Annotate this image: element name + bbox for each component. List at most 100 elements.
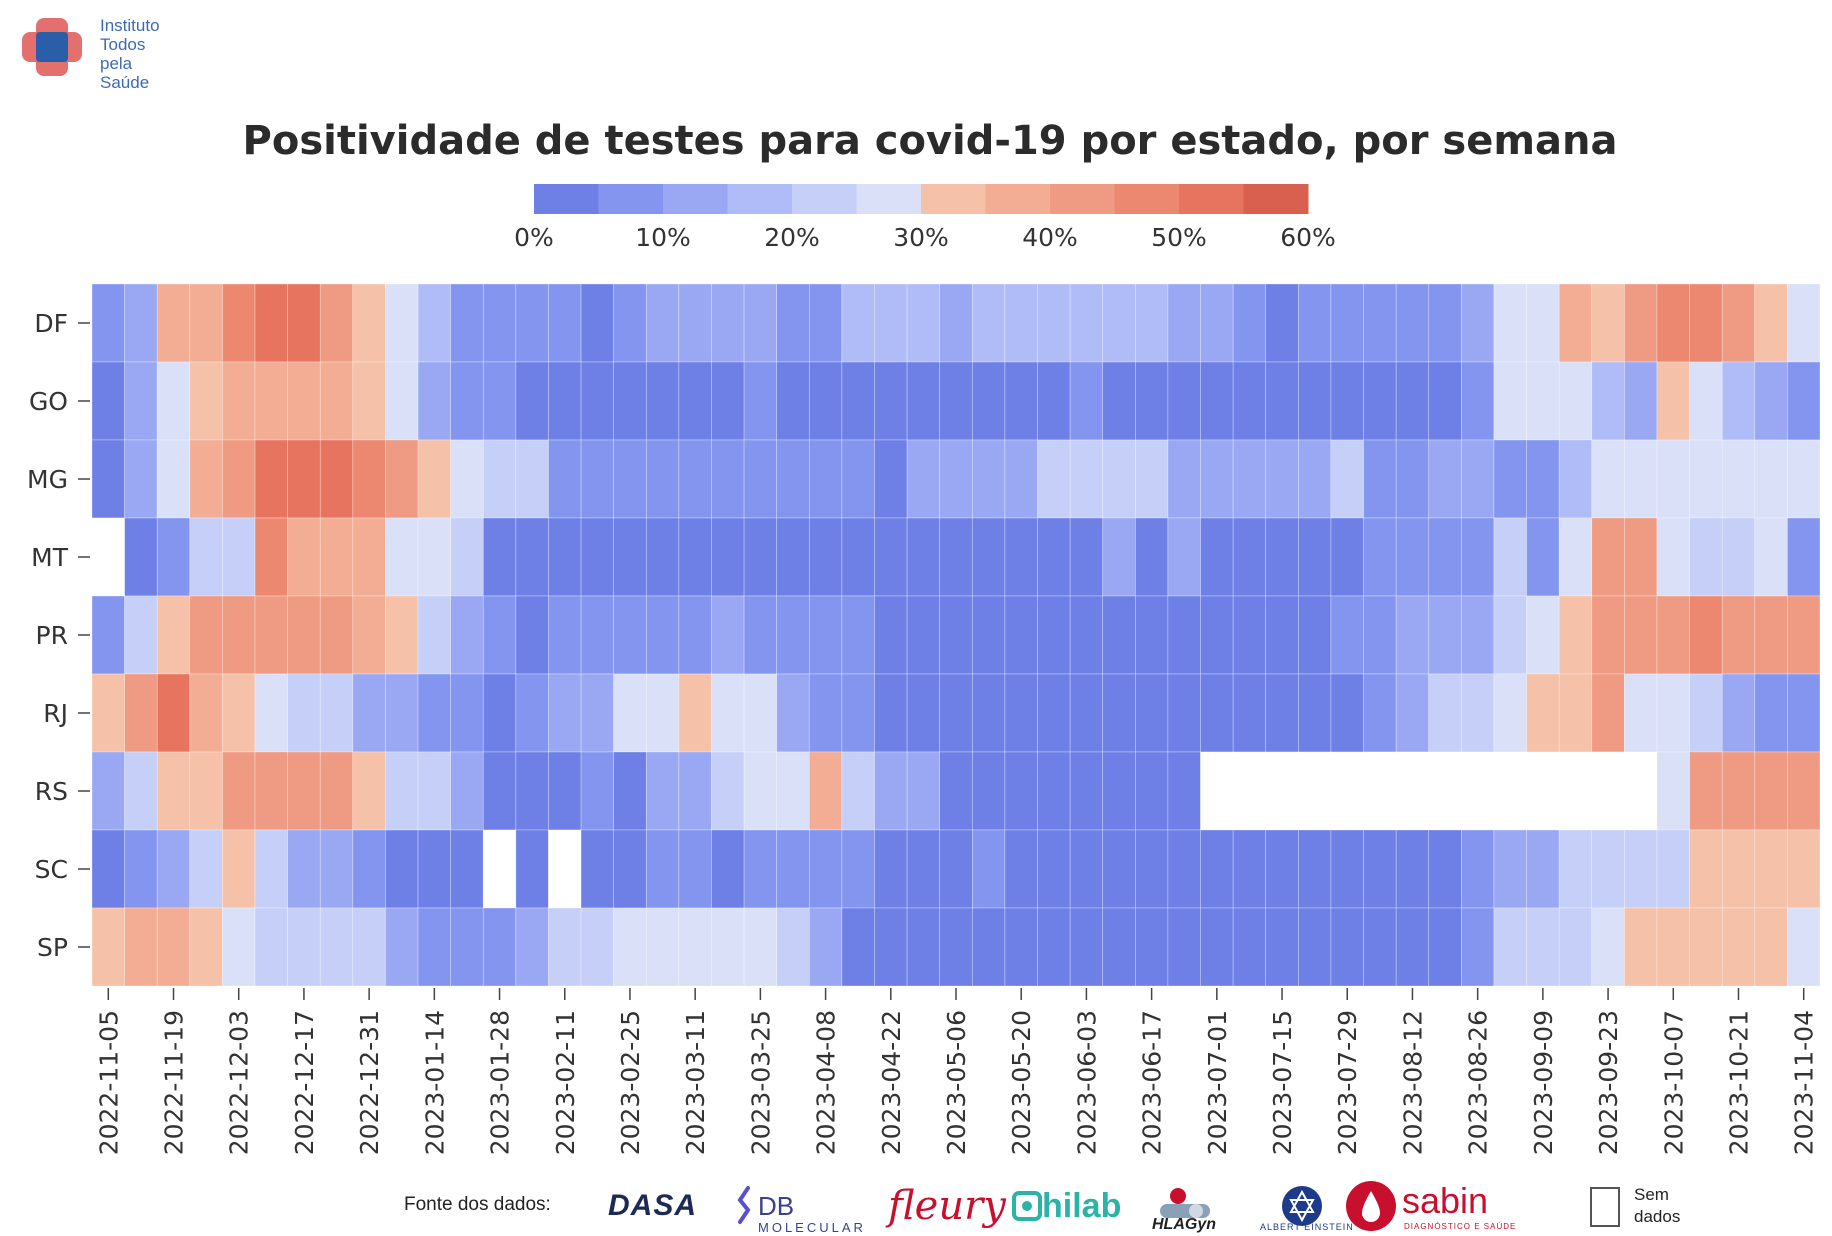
- heatmap-cell: [91, 829, 125, 909]
- heatmap-cell: [1265, 283, 1299, 363]
- heatmap-cell: [450, 595, 484, 675]
- heatmap-cell: [1558, 673, 1593, 753]
- heatmap-cell: [743, 439, 777, 519]
- heatmap-cell: [645, 595, 680, 675]
- heatmap-cell: [1526, 829, 1560, 909]
- x-tick-label: 2023-05-20: [1007, 1010, 1036, 1155]
- colorbar-band: [1179, 184, 1244, 214]
- heatmap-cell: [156, 673, 191, 753]
- heatmap-cell: [1754, 673, 1788, 753]
- heatmap-cell: [1689, 595, 1723, 675]
- heatmap-cell: [1493, 439, 1527, 519]
- heatmap-cell: [352, 829, 386, 909]
- heatmap-cell: [124, 283, 158, 363]
- heatmap-cell: [906, 673, 940, 753]
- heatmap-cell: [1200, 439, 1234, 519]
- heatmap-cell: [1493, 751, 1527, 831]
- heatmap-cell: [1200, 283, 1234, 363]
- row-label: MT: [31, 543, 69, 572]
- heatmap-cell: [1754, 283, 1788, 363]
- heatmap-cell: [1656, 283, 1690, 363]
- heatmap-cell: [808, 517, 843, 597]
- heatmap-cell: [1069, 517, 1104, 597]
- heatmap-cell: [1591, 517, 1625, 597]
- heatmap-cell: [1656, 751, 1690, 831]
- heatmap-cell: [385, 439, 419, 519]
- heatmap-cell: [1656, 673, 1690, 753]
- colorbar: [534, 184, 1309, 214]
- heatmap-cell: [91, 907, 125, 987]
- heatmap-cell: [580, 517, 614, 597]
- heatmap-cell: [287, 829, 321, 909]
- heatmap-cell: [1330, 907, 1364, 987]
- heatmap-cell: [1298, 673, 1332, 753]
- heatmap-cell: [841, 673, 875, 753]
- heatmap-cell: [1591, 907, 1625, 987]
- heatmap-cell: [645, 517, 680, 597]
- heatmap-cell: [743, 673, 777, 753]
- heatmap-cell: [1493, 829, 1527, 909]
- heatmap-cell: [841, 829, 875, 909]
- heatmap-cell: [450, 439, 484, 519]
- heatmap-cell: [515, 283, 549, 363]
- heatmap-cell: [1102, 517, 1136, 597]
- heatmap-cell: [548, 595, 582, 675]
- heatmap-cell: [874, 517, 908, 597]
- heatmap-cell: [385, 361, 419, 441]
- heatmap-cell: [189, 361, 223, 441]
- heatmap-cell: [841, 361, 875, 441]
- x-tick-label: 2023-01-14: [420, 1010, 449, 1155]
- heatmap-cell: [841, 907, 875, 987]
- heatmap-cell: [1135, 517, 1169, 597]
- heatmap-cell: [808, 907, 843, 987]
- heatmap-cell: [254, 829, 288, 909]
- heatmap-cell: [874, 439, 908, 519]
- heatmap-cell: [1689, 907, 1723, 987]
- heatmap-cell: [906, 283, 940, 363]
- heatmap-cell: [939, 283, 973, 363]
- heatmap-cell: [1265, 361, 1299, 441]
- heatmap-cell: [1558, 595, 1593, 675]
- heatmap-cell: [385, 751, 419, 831]
- heatmap-cell: [1004, 595, 1038, 675]
- heatmap-cell: [1787, 517, 1821, 597]
- colorbar-band: [856, 184, 922, 214]
- heatmap-cell: [91, 439, 125, 519]
- heatmap-cell: [1526, 595, 1560, 675]
- heatmap-cell: [1395, 439, 1430, 519]
- heatmap-cell: [1721, 283, 1756, 363]
- heatmap-cell: [808, 829, 843, 909]
- heatmap-cell: [1167, 829, 1201, 909]
- heatmap-cell: [1624, 361, 1658, 441]
- heatmap-cell: [515, 517, 549, 597]
- heatmap-cell: [645, 361, 680, 441]
- x-tick-label: 2023-06-03: [1072, 1010, 1101, 1155]
- heatmap-cell: [417, 361, 451, 441]
- heatmap-cell: [515, 829, 549, 909]
- heatmap-cell: [352, 751, 386, 831]
- heatmap-cell: [1428, 283, 1462, 363]
- heatmap-cell: [156, 595, 191, 675]
- heatmap-cell: [156, 439, 191, 519]
- heatmap-cell: [808, 595, 843, 675]
- heatmap-cell: [1624, 517, 1658, 597]
- heatmap-cell: [222, 283, 256, 363]
- heatmap-cell: [776, 283, 810, 363]
- heatmap-cell: [1069, 673, 1104, 753]
- heatmap-cell: [189, 439, 223, 519]
- heatmap-cell: [1167, 517, 1201, 597]
- heatmap-cell: [417, 673, 451, 753]
- heatmap-cell: [189, 673, 223, 753]
- colorbar-band: [921, 184, 986, 214]
- heatmap-cell: [743, 283, 777, 363]
- x-tick-label: 2023-02-11: [551, 1010, 580, 1155]
- heatmap-cell: [1004, 361, 1038, 441]
- heatmap-cell: [515, 439, 549, 519]
- fleury-logo: fleury: [888, 1178, 1006, 1234]
- heatmap-cell: [287, 517, 321, 597]
- heatmap-cell: [1135, 751, 1169, 831]
- heatmap-cell: [1395, 751, 1430, 831]
- heatmap-cell: [743, 907, 777, 987]
- heatmap-cell: [1787, 283, 1821, 363]
- heatmap-cell: [548, 439, 582, 519]
